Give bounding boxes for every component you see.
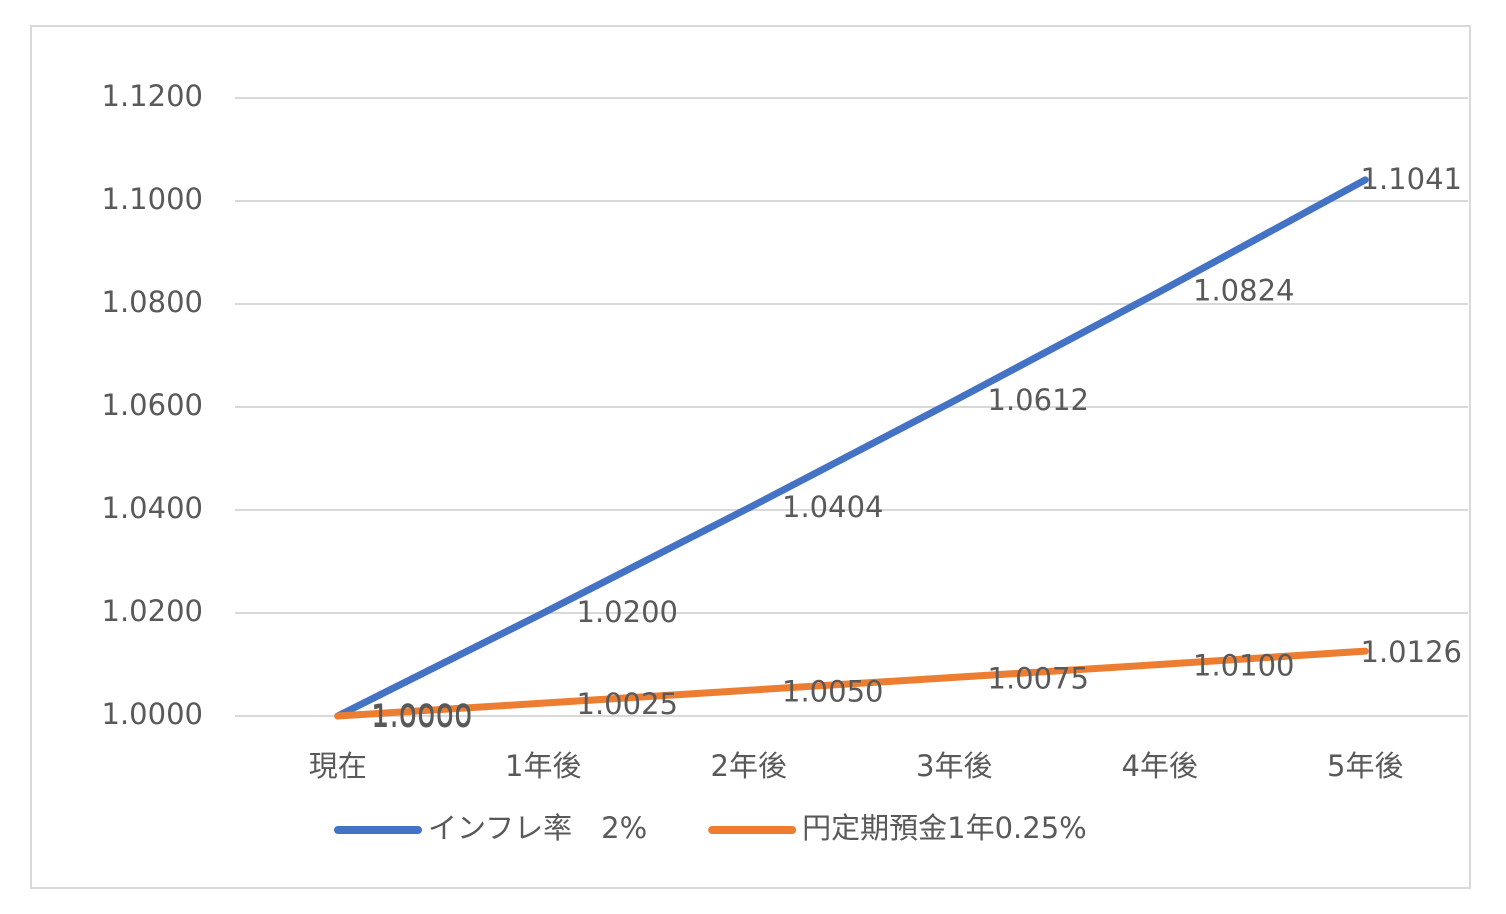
chart-frame (30, 25, 1471, 889)
data-label: 1.0100 (1193, 649, 1294, 683)
x-tick-label: 1年後 (505, 749, 581, 783)
data-label: 1.0612 (988, 383, 1089, 417)
data-label: 1.0025 (577, 687, 678, 721)
x-tick-label: 現在 (309, 749, 367, 783)
legend-label: インフレ率 2% (428, 811, 647, 845)
data-label: 1.0404 (782, 490, 883, 524)
data-label: 1.0200 (577, 595, 678, 629)
series-line (334, 647, 1369, 720)
x-tick-label: 3年後 (916, 749, 992, 783)
legend-label: 円定期預金1年0.25% (802, 811, 1087, 845)
data-label: 1.0126 (1361, 635, 1462, 669)
y-tick-label: 1.0400 (102, 491, 203, 525)
data-label: 1.0824 (1193, 274, 1294, 308)
y-tick-label: 1.0600 (102, 388, 203, 422)
x-tick-label: 5年後 (1327, 749, 1403, 783)
y-tick-label: 1.0800 (102, 285, 203, 319)
data-label: 1.0050 (782, 674, 883, 708)
y-tick-label: 1.0000 (102, 697, 203, 731)
y-tick-label: 1.0200 (102, 594, 203, 628)
data-label: 1.0000 (371, 698, 472, 732)
x-tick-label: 2年後 (711, 749, 787, 783)
y-tick-label: 1.1000 (102, 182, 203, 216)
x-tick-label: 4年後 (1122, 749, 1198, 783)
data-label: 1.0000 (371, 700, 472, 734)
data-label: 1.1041 (1361, 162, 1462, 196)
y-tick-label: 1.1200 (102, 79, 203, 113)
series-line (334, 176, 1369, 720)
data-label: 1.0075 (988, 661, 1089, 695)
